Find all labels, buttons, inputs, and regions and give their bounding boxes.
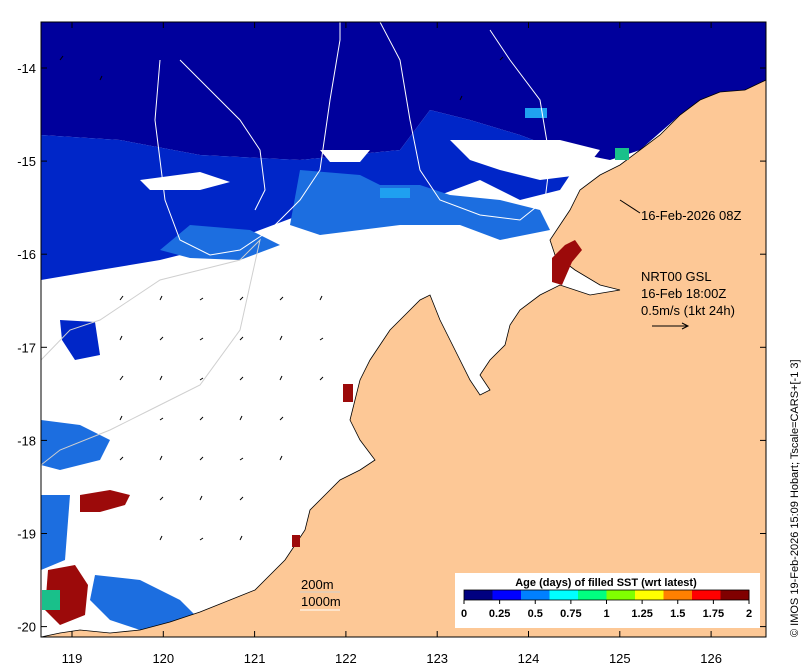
sst-age-075-patch xyxy=(525,108,547,118)
contour-1000-label: 1000m xyxy=(301,594,341,609)
timestamp-pointer xyxy=(619,199,641,214)
x-tick-label: 124 xyxy=(518,651,540,666)
vector-scale-label: 0.5m/s (1kt 24h) xyxy=(641,303,735,318)
colorbar-segment xyxy=(692,590,721,600)
x-tick-label: 122 xyxy=(335,651,357,666)
sst-age-1-coastal xyxy=(615,148,629,160)
contour-1000m-west xyxy=(179,59,266,211)
colorbar-tick-label: 1.25 xyxy=(631,608,652,620)
current-vectors xyxy=(59,55,504,541)
colorbar-tick-label: 1.75 xyxy=(703,608,724,620)
colorbar-tick-label: 1.5 xyxy=(670,608,685,620)
y-tick-label: -19 xyxy=(17,527,36,542)
x-tick-label: 120 xyxy=(152,651,174,666)
colorbar-tick-label: 2 xyxy=(746,608,752,620)
land-mass xyxy=(41,79,766,637)
colorbar-segment xyxy=(464,590,493,600)
sst-west-patch xyxy=(41,420,110,470)
colorbar-ticks: 0 0.25 0.5 0.75 1 1.25 1.5 1.75 2 xyxy=(461,600,752,620)
contour-200m xyxy=(41,238,261,466)
colorbar-segment xyxy=(521,590,550,600)
colorbar-segment xyxy=(578,590,607,600)
contour-200-label: 200m xyxy=(301,577,334,592)
y-tick-label: -14 xyxy=(17,61,36,76)
credit-text: © IMOS 19-Feb-2026 15:09 Hobart; Tscale=… xyxy=(789,359,801,637)
sst-old-coastal xyxy=(292,535,300,547)
vector-scale-arrow xyxy=(652,322,690,330)
map-area xyxy=(41,22,766,637)
sst-sw-patch xyxy=(41,495,70,570)
colorbar-tick-label: 0 xyxy=(461,608,467,620)
colorbar-background xyxy=(455,573,760,628)
colorbar-segment xyxy=(606,590,636,600)
colorbar-tick-label: 0.75 xyxy=(560,608,581,620)
y-tick-label: -16 xyxy=(17,247,36,262)
colorbar-tick-label: 0.25 xyxy=(489,608,510,620)
x-axis: 119 120 121 122 123 124 125 126 xyxy=(62,22,722,666)
y-tick-label: -15 xyxy=(17,154,36,169)
sst-age-075-patch xyxy=(380,188,410,198)
sst-lighter-patch-2 xyxy=(160,225,280,260)
sst-age-1-patch xyxy=(42,590,60,610)
colorbar-title: Age (days) of filled SST (wrt latest) xyxy=(515,577,697,589)
model-time: 16-Feb 18:00Z xyxy=(641,286,726,301)
sst-south-patch xyxy=(90,575,200,630)
sst-lighter-patch xyxy=(290,170,550,240)
y-tick-label: -18 xyxy=(17,433,36,448)
y-tick-label: -17 xyxy=(17,340,36,355)
y-axis: -14 -15 -16 -17 -18 -19 -20 xyxy=(17,61,766,635)
colorbar-tick-label: 1 xyxy=(603,608,609,620)
x-tick-label: 125 xyxy=(609,651,631,666)
no-data-gap xyxy=(140,172,230,190)
x-tick-label: 119 xyxy=(62,651,83,666)
colorbar-segment xyxy=(635,590,664,600)
plot-frame xyxy=(40,21,767,638)
no-data-gap xyxy=(320,150,370,162)
sst-old-patch xyxy=(80,490,130,512)
x-tick-label: 121 xyxy=(244,651,266,666)
sst-old-coastal xyxy=(343,384,353,402)
colorbar-segment xyxy=(663,590,693,600)
sst-fresh-region xyxy=(41,22,766,160)
x-tick-label: 126 xyxy=(700,651,722,666)
colorbar-segment xyxy=(492,590,522,600)
no-data-gap xyxy=(450,140,600,180)
colorbar-gradient xyxy=(463,589,750,601)
colorbar-tick-label: 0.5 xyxy=(528,608,543,620)
colorbar-segment xyxy=(720,590,750,600)
y-tick-label: -20 xyxy=(17,620,36,635)
colorbar-segment xyxy=(549,590,579,600)
model-name: NRT00 GSL xyxy=(641,269,712,284)
timestamp-label: 16-Feb-2026 08Z xyxy=(641,208,742,223)
sst-old-estuary xyxy=(552,240,582,285)
contour-1000m xyxy=(154,22,551,256)
x-tick-label: 123 xyxy=(426,651,448,666)
